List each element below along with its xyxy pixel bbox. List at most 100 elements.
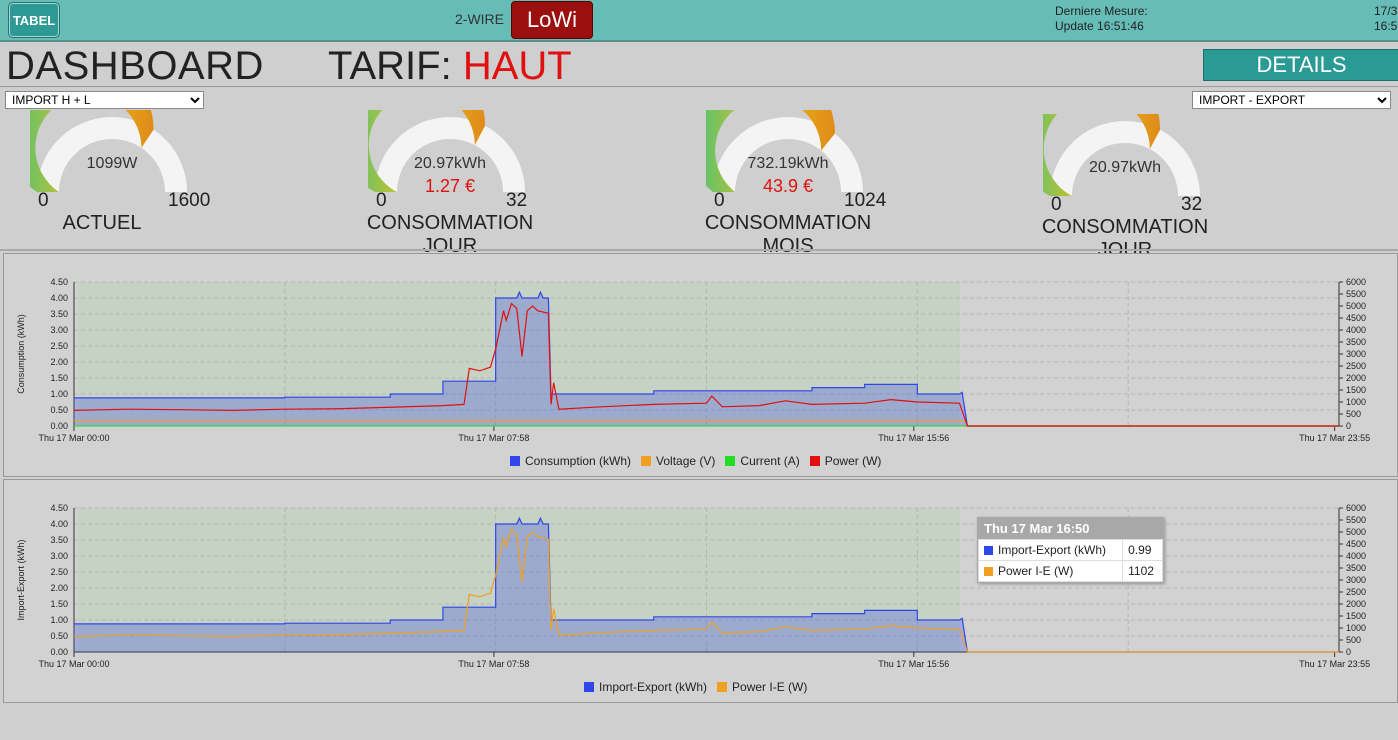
gauge-value: 20.97kWh: [413, 155, 487, 172]
import-export-select[interactable]: IMPORT - EXPORT: [1192, 91, 1391, 109]
gauge-value: 732.19kWh: [747, 155, 829, 172]
series-line: [73, 528, 1339, 653]
gauge: 20.97kWh 1.27 € 0 32 CONSOMMATION JOUR: [367, 110, 568, 260]
legend-item[interactable]: Power I-E (W): [717, 680, 807, 694]
last-update-time: Update 16:51:46: [1055, 19, 1144, 33]
y-tick-label: 1.50: [50, 373, 68, 383]
y2-tick-label: 3500: [1346, 337, 1366, 347]
tarif-indicator: TARIF: HAUT: [328, 44, 572, 89]
y-axis-title: Consumption (kWh): [16, 314, 26, 394]
elapsed-period-shading: [78, 282, 960, 426]
y2-tick-label: 3000: [1346, 349, 1366, 359]
legend-label: Import-Export (kWh): [599, 680, 708, 694]
y-tick-label: 2.00: [50, 357, 68, 367]
legend-label: Current (A): [740, 454, 800, 468]
x-tick-label: Thu 17 Mar 07:58: [458, 433, 529, 443]
gauge-label: CONSOMMATION MOIS: [704, 212, 872, 257]
y-tick-label: 3.50: [50, 535, 68, 545]
legend-swatch-icon: [510, 456, 520, 466]
brand-logo: LoWi: [511, 1, 593, 39]
page-title: DASHBOARD: [6, 44, 264, 88]
legend-item[interactable]: Power (W): [809, 454, 882, 468]
series-area: [74, 292, 1339, 426]
tooltip-row: Import-Export (kWh) 0.99: [977, 539, 1163, 561]
date-time-clipped: 17/3 16:5: [1374, 4, 1397, 34]
legend-label: Power I-E (W): [732, 680, 808, 694]
gauge-dial: [368, 110, 525, 192]
y2-tick-label: 5500: [1346, 515, 1366, 525]
y-tick-label: 0.50: [50, 631, 68, 641]
consumption-chart-panel: 0.00 0.50 1.00 1.50 2.00 2.50 3.00 3.50 4.00 4.50…: [3, 253, 1398, 477]
x-tick-label: Thu 17 Mar 23:55: [1299, 659, 1370, 669]
y-tick-label: 2.50: [50, 341, 68, 351]
y2-tick-label: 4000: [1346, 551, 1366, 561]
import-mode-select[interactable]: IMPORT H + L: [5, 91, 204, 109]
x-tick-label: Thu 17 Mar 15:56: [878, 659, 949, 669]
gauge-dial: [30, 110, 187, 192]
consumption-chart-legend: Consumption (kWh) Voltage (V) Current (A) P…: [510, 454, 881, 468]
y2-tick-label: 5000: [1346, 527, 1366, 537]
gauge-min: 0: [38, 190, 49, 211]
tooltip-series-value: 1102: [1122, 560, 1163, 582]
gauge-min: 0: [714, 190, 725, 211]
gauge-max: 32: [506, 190, 528, 211]
import-export-chart-legend: Import-Export (kWh) Power I-E (W): [584, 680, 807, 694]
gauge-fill: [368, 110, 486, 192]
y2-tick-label: 6000: [1346, 503, 1366, 513]
gauge-track: [1050, 121, 1200, 196]
y-tick-label: 4.00: [50, 293, 68, 303]
legend-item[interactable]: Import-Export (kWh): [584, 680, 707, 694]
gauge-track: [37, 117, 187, 192]
legend-item[interactable]: Voltage (V): [641, 454, 715, 468]
legend-label: Power (W): [824, 454, 882, 468]
gauge: 1099W 0 1600 ACTUEL: [30, 110, 230, 260]
gauge-value: 1099W: [86, 155, 138, 172]
legend-item[interactable]: Consumption (kWh): [510, 454, 631, 468]
y2-tick-label: 3500: [1346, 563, 1366, 573]
gauge-track: [375, 117, 525, 192]
series-area: [74, 518, 1339, 652]
gauge-fill: [706, 110, 835, 192]
y-tick-label: 3.00: [50, 325, 68, 335]
y-tick-label: 4.50: [50, 503, 68, 513]
y-tick-label: 2.00: [50, 583, 68, 593]
legend-swatch-icon: [809, 456, 820, 466]
consumption-chart[interactable]: 0.00 0.50 1.00 1.50 2.00 2.50 3.00 3.50 4.00 4.50…: [4, 254, 1397, 476]
tooltip-series-value: 0.99: [1122, 539, 1163, 561]
y2-tick-label: 4500: [1346, 539, 1366, 549]
tooltip-series-name: Power I-E (W): [977, 560, 1124, 582]
y2-tick-label: 6000: [1346, 277, 1366, 287]
time-clipped: 16:5: [1374, 19, 1398, 33]
y2-tick-label: 1500: [1346, 611, 1366, 621]
import-export-chart[interactable]: 0.00 0.50 1.00 1.50 2.00 2.50 3.00 3.50 4.00 4.50…: [4, 480, 1397, 702]
gauge-label: CONSOMMATION JOUR: [366, 212, 534, 257]
y2-tick-label: 1000: [1346, 397, 1366, 407]
gauge-dial: [1043, 114, 1200, 196]
tabel-button[interactable]: TABEL: [8, 2, 60, 38]
title-row: DASHBOARD TARIF: HAUT DETAILS: [0, 44, 1398, 89]
y-tick-label: 4.50: [50, 277, 68, 287]
y-tick-label: 0.50: [50, 405, 68, 415]
y2-tick-label: 1500: [1346, 385, 1366, 395]
gauge: 732.19kWh 43.9 € 0 1024 CONSOMMATION MOIS: [705, 110, 906, 260]
y-tick-label: 1.00: [50, 615, 68, 625]
y2-tick-label: 1000: [1346, 623, 1366, 633]
series-line: [74, 290, 1339, 427]
x-tick-label: Thu 17 Mar 00:00: [38, 659, 109, 669]
elapsed-period-shading: [78, 508, 960, 652]
y2-tick-label: 500: [1346, 635, 1361, 645]
last-measure-info: Derniere Mesure: Update 16:51:46: [1055, 4, 1148, 34]
tooltip-series-label: Power I-E (W): [998, 564, 1074, 578]
y2-tick-label: 3000: [1346, 575, 1366, 585]
y-tick-label: 1.00: [50, 389, 68, 399]
y-tick-label: 0.00: [50, 647, 68, 657]
y-tick-label: 2.50: [50, 567, 68, 577]
y-tick-label: 1.50: [50, 599, 68, 609]
legend-item[interactable]: Current (A): [725, 454, 800, 468]
gauge-fill: [30, 110, 154, 192]
details-button[interactable]: DETAILS: [1203, 49, 1398, 81]
tarif-label: TARIF:: [328, 44, 463, 88]
tooltip-row: Power I-E (W) 1102: [977, 560, 1163, 582]
gauge-fill: [1043, 114, 1161, 196]
